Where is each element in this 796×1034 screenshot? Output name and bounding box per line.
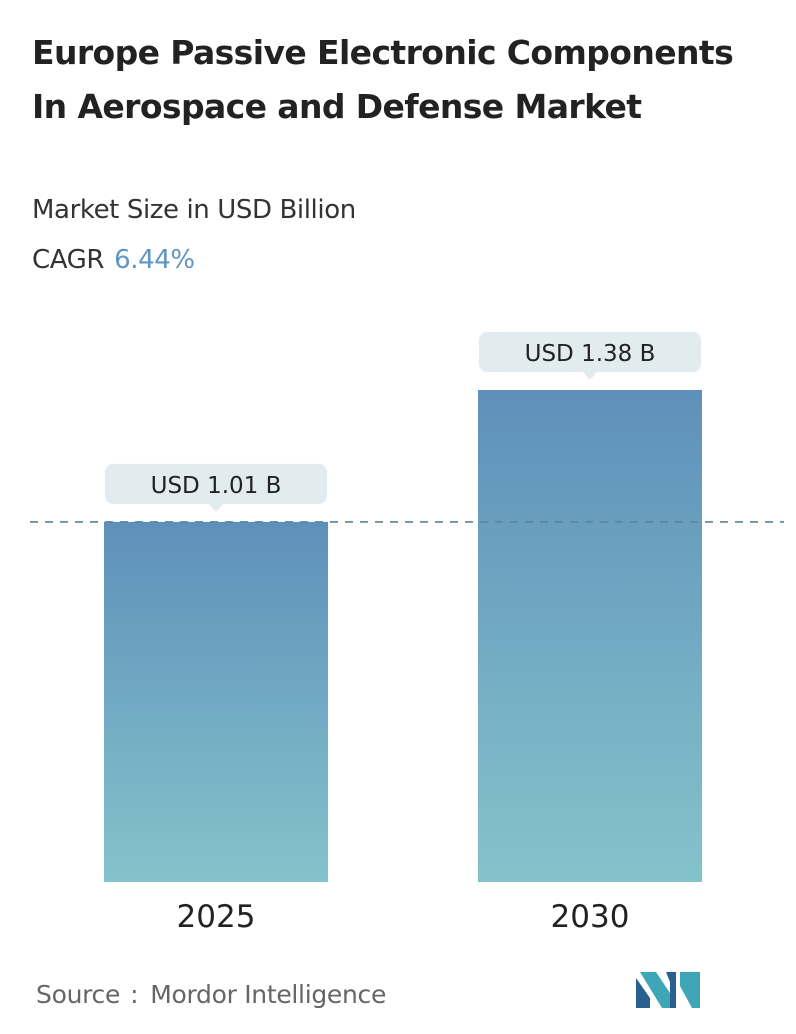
data-label-bubble	[105, 463, 327, 504]
bar-2030	[478, 390, 702, 882]
data-label: USD 1.38 B	[525, 341, 656, 367]
cagr-row: CAGR 6.44%	[32, 242, 195, 278]
data-label: USD 1.01 B	[151, 473, 282, 499]
mordor-intelligence-logo-icon	[636, 972, 700, 1008]
bar-chart: USD 1.01 B USD 1.38 B 2025 2030	[30, 332, 784, 935]
chart-title: Europe Passive Electronic Components In …	[32, 33, 734, 126]
source-value: Mordor Intelligence	[150, 980, 387, 1009]
data-label-bubble	[479, 332, 701, 372]
bar-2025	[104, 521, 328, 882]
cagr-value: 6.44%	[114, 245, 195, 275]
x-tick-label: 2025	[177, 899, 256, 935]
data-labels-layer: USD 1.01 B USD 1.38 B	[105, 332, 701, 512]
source-credit: Source: Mordor Intelligence	[36, 978, 386, 1012]
source-label: Source	[36, 980, 121, 1009]
x-axis-ticks-layer: 2025 2030	[177, 899, 630, 935]
chart-subtitle: Market Size in USD Billion	[32, 195, 356, 225]
data-label-pointer	[583, 372, 597, 380]
source-separator: :	[130, 980, 139, 1009]
data-label-pointer	[209, 503, 223, 512]
x-tick-label: 2030	[551, 899, 630, 935]
cagr-label: CAGR	[32, 245, 105, 275]
bars-layer	[104, 390, 702, 882]
